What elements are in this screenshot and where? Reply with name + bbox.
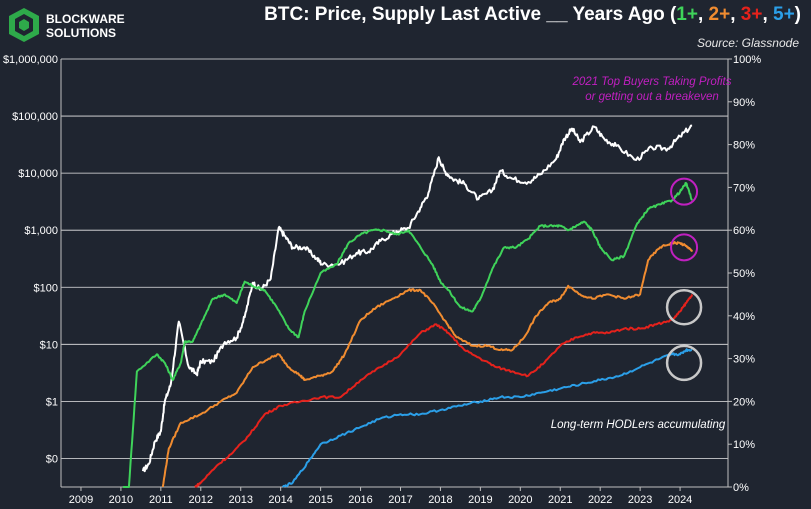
x-tick-label: 2022: [588, 494, 612, 506]
x-tick-label: 2024: [668, 494, 692, 506]
title-prefix: BTC: Price, Supply Last Active __ Years …: [264, 4, 677, 25]
x-tick-label: 2010: [109, 494, 133, 506]
y-left-tick-label: $0: [46, 453, 58, 465]
y-right-tick-label: 50%: [733, 268, 755, 280]
highlight-circle-1: [670, 233, 699, 262]
y-left-tick-label: $10,000: [18, 168, 58, 180]
y-right-tick-label: 60%: [733, 225, 755, 237]
x-axis-labels: 2009 2010 2011 2012 2013 2014 2015 2016 2017 2018…: [69, 494, 693, 506]
highlight-circles: [665, 177, 703, 382]
y-right-tick-label: 80%: [733, 140, 755, 152]
y-left-tick-label: $10: [40, 339, 58, 351]
x-tick-label: 2012: [189, 494, 213, 506]
annotation-hodlers: Long-term HODLers accumulating: [551, 419, 726, 431]
title-close: ): [794, 4, 801, 25]
y-left-tick-label: $1: [46, 396, 58, 408]
title-3y: 3+: [740, 4, 763, 25]
blockware-logo: BLOCKWARE SOLUTIONS: [6, 6, 146, 46]
series-line-2: [161, 241, 694, 488]
chart-title: BTC: Price, Supply Last Active __ Years …: [264, 4, 801, 26]
series-line-0: [141, 124, 693, 473]
title-2y: 2+: [708, 4, 731, 25]
highlight-circle-0: [670, 177, 699, 206]
brand-line2: SOLUTIONS: [46, 26, 116, 40]
brand-line1: BLOCKWARE: [46, 12, 125, 26]
y-left-tick-label: $100,000: [12, 111, 58, 123]
y-right-tick-label: 40%: [733, 311, 755, 323]
x-tick-label: 2013: [228, 494, 252, 506]
y-right-tick-label: 90%: [733, 97, 755, 109]
annotation-top-buyers-line2: or getting out a breakeven: [585, 91, 719, 103]
x-tick-label: 2016: [348, 494, 372, 506]
gridlines: [61, 58, 728, 459]
title-5y: 5+: [773, 4, 795, 25]
highlight-circle-3: [665, 344, 703, 382]
y-right-tick-label: 10%: [733, 439, 755, 451]
annotation-top-buyers-line1: 2021 Top Buyers Taking Profits: [572, 76, 732, 88]
y-left-tick-label: $1,000,000: [3, 54, 58, 66]
x-tick-label: 2019: [468, 494, 492, 506]
x-tick-label: 2018: [428, 494, 452, 506]
x-tick-label: 2015: [308, 494, 332, 506]
source-note: Source: Glassnode: [696, 36, 799, 50]
axes: [60, 58, 732, 491]
y-right-tick-label: 100%: [733, 54, 761, 66]
title-1y: 1+: [676, 4, 698, 25]
x-tick-label: 2009: [69, 494, 93, 506]
y-right-tick-label: 0%: [733, 482, 749, 494]
title-sep: ,: [762, 4, 773, 25]
x-tick-label: 2011: [149, 494, 173, 506]
title-sep: ,: [730, 4, 741, 25]
y-left-tick-label: $1,000: [24, 225, 58, 237]
x-tick-label: 2020: [508, 494, 532, 506]
x-tick-label: 2021: [548, 494, 572, 506]
series-line-3: [194, 294, 694, 488]
x-tick-label: 2017: [388, 494, 412, 506]
right-axis-labels: 100% 90% 80% 70% 60% 50% 40% 30% 20% 10% 0%: [733, 54, 761, 494]
y-right-tick-label: 30%: [733, 354, 755, 366]
series-line-4: [281, 348, 693, 488]
y-right-tick-label: 20%: [733, 396, 755, 408]
highlight-circle-2: [665, 288, 703, 326]
x-tick-label: 2023: [628, 494, 652, 506]
left-axis-labels: $1,000,000 $100,000 $10,000 $1,000 $100 $10 $1…: [3, 54, 58, 465]
title-sep: ,: [697, 4, 709, 25]
series-line-1: [122, 182, 693, 488]
x-tick-label: 2014: [268, 494, 292, 506]
y-right-tick-label: 70%: [733, 182, 755, 194]
y-left-tick-label: $100: [34, 282, 58, 294]
series-lines: [122, 124, 694, 488]
